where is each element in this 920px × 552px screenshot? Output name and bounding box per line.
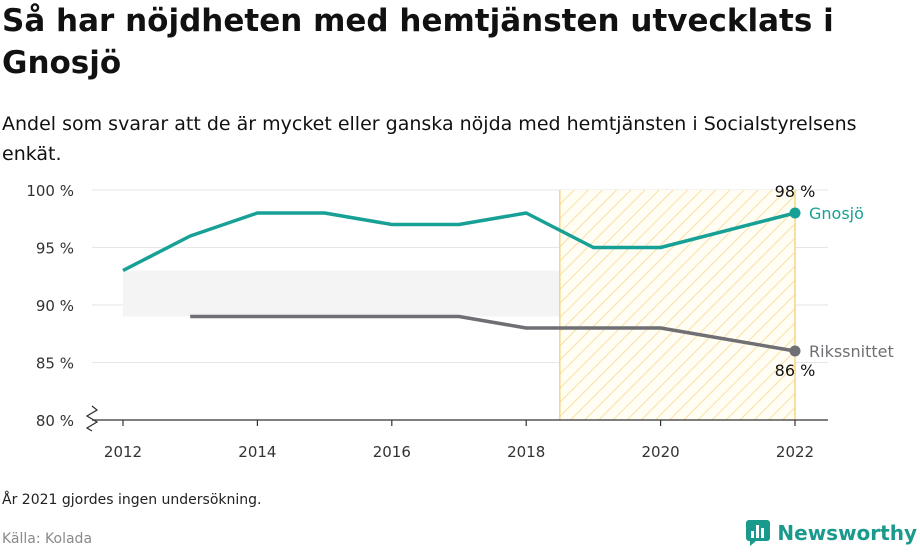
x-tick-label: 2016 [373, 443, 411, 461]
series-name-label: Gnosjö [809, 204, 864, 223]
newsworthy-logo[interactable]: Newsworthy [745, 519, 917, 547]
brand-name: Newsworthy [777, 521, 917, 545]
series-name-label: Rikssnittet [809, 342, 894, 361]
y-tick-label: 100 % [26, 182, 74, 200]
chart-subtitle: Andel som svarar att de är mycket eller … [2, 113, 857, 165]
hatched-period [559, 190, 795, 420]
series-end-point [789, 345, 801, 357]
x-tick-label: 2020 [642, 443, 680, 461]
y-tick-label: 80 % [36, 412, 74, 430]
series-value-label: 86 % [775, 361, 816, 380]
series-value-label: 98 % [775, 182, 816, 201]
newsworthy-logo-icon [746, 520, 771, 546]
range-band [123, 270, 560, 317]
series-line [122, 211, 796, 273]
axis-break-icon [85, 405, 99, 432]
y-tick-label: 90 % [36, 297, 74, 315]
source-note: Källa: Kolada [2, 531, 93, 547]
x-tick-label: 2022 [776, 443, 814, 461]
series-line [190, 314, 796, 353]
y-tick-label: 95 % [36, 240, 74, 258]
chart-title: Så har nöjdheten med hemtjänsten utveckl… [2, 3, 834, 81]
x-tick-label: 2014 [238, 443, 276, 461]
footnote: År 2021 gjordes ingen undersökning. [2, 492, 262, 508]
x-tick-label: 2018 [507, 443, 545, 461]
series-end-point [789, 207, 801, 219]
x-tick-label: 2012 [104, 443, 142, 461]
y-tick-label: 85 % [36, 355, 74, 373]
line-chart: 2012 2014 2016 2018 2020 2022 80 % 85 % 90 % 95 %… [26, 182, 894, 461]
